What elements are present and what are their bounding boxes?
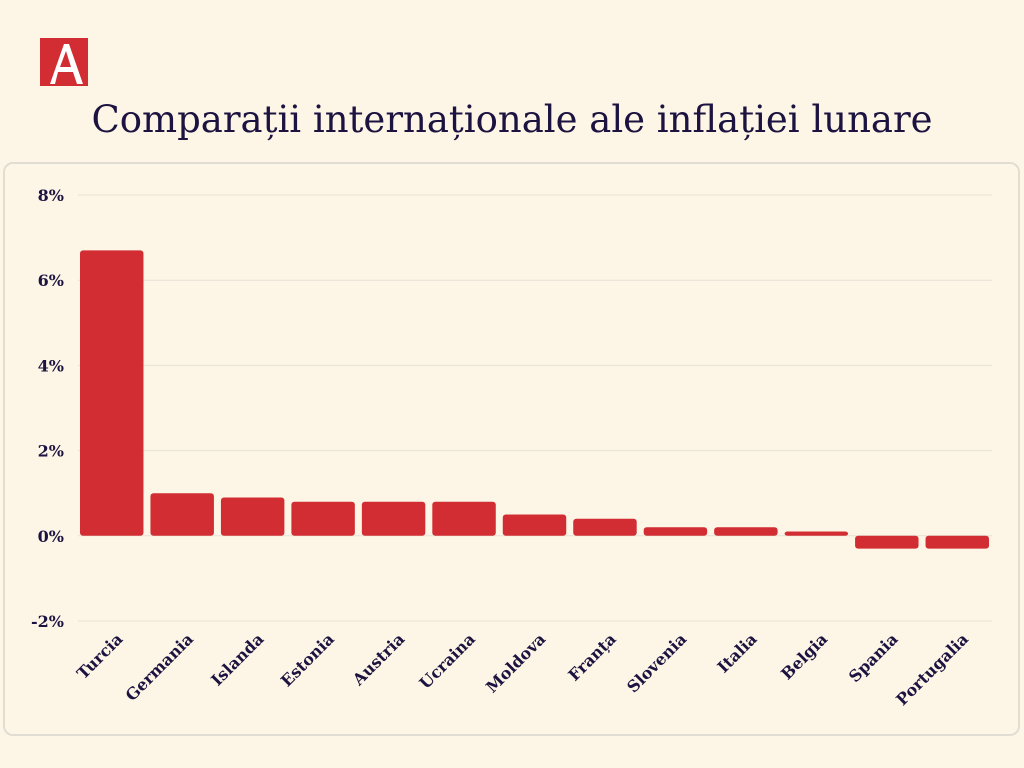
x-tick-label: Slovenia	[623, 629, 690, 696]
x-tick-label: Ucraina	[416, 629, 479, 692]
bar-italia	[714, 527, 778, 536]
bar-moldova	[502, 514, 567, 536]
bar-portugalia	[925, 535, 989, 549]
chart-title: Comparații internaționale ale inflației …	[91, 98, 933, 141]
y-tick-label: 4%	[38, 356, 64, 375]
bar-spania	[855, 535, 919, 549]
x-tick-label: Estonia	[277, 629, 338, 690]
brand-logo-icon	[40, 38, 88, 86]
bar-franța	[573, 518, 637, 536]
y-tick-label: 6%	[38, 271, 64, 290]
x-tick-label: Austria	[348, 629, 408, 689]
x-tick-label: Turcia	[73, 629, 127, 683]
y-tick-label: 0%	[38, 527, 64, 546]
y-tick-label: 8%	[38, 186, 64, 205]
x-tick-label: Portugalia	[892, 629, 972, 709]
x-tick-label: Islanda	[207, 629, 267, 689]
bar-germania	[150, 493, 214, 536]
x-tick-label: Germania	[122, 629, 197, 704]
y-tick-label: 2%	[38, 442, 64, 461]
bar-islanda	[220, 497, 285, 536]
x-tick-label: Franța	[564, 629, 619, 684]
x-tick-label: Belgia	[777, 629, 831, 683]
x-tick-label: Italia	[714, 629, 761, 676]
x-tick-label: Moldova	[482, 629, 549, 696]
chart-panel	[3, 162, 1020, 736]
x-tick-label: Spania	[845, 629, 902, 686]
bar-estonia	[291, 501, 355, 536]
bar-austria	[361, 501, 426, 536]
bar-turcia	[80, 250, 144, 536]
bar-belgia	[784, 531, 849, 536]
bar-slovenia	[643, 527, 708, 536]
y-tick-label: -2%	[31, 612, 64, 631]
bar-ucraina	[432, 501, 496, 536]
